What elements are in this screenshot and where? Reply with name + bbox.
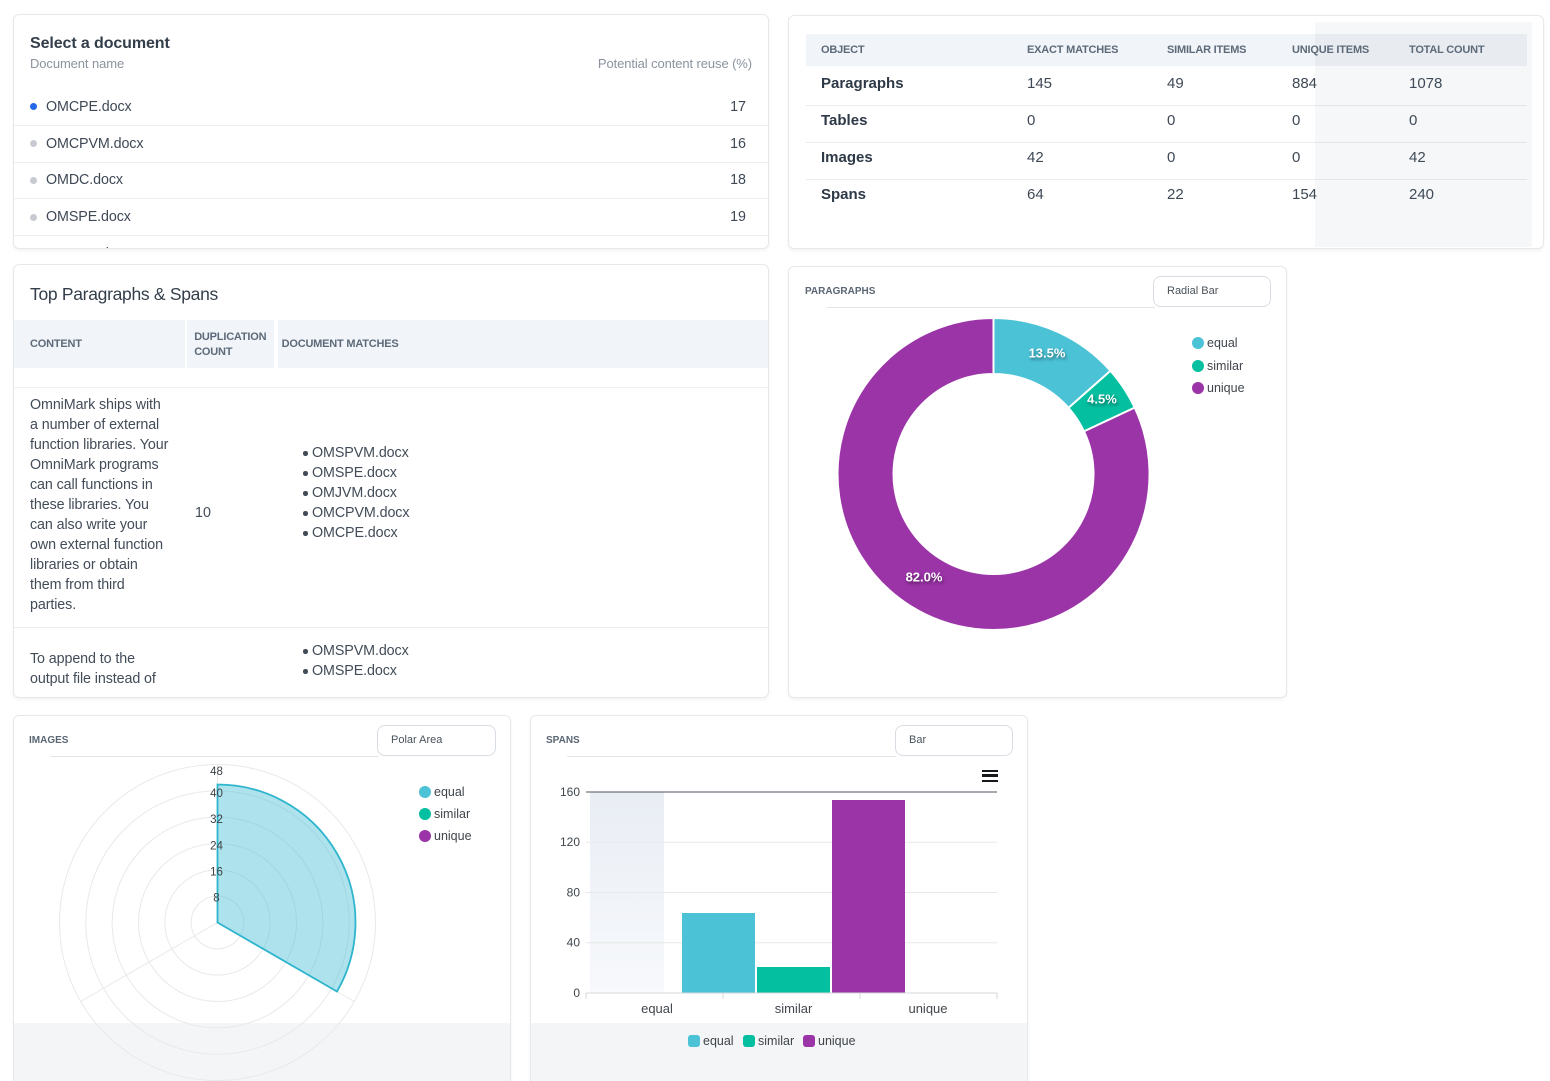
svg-text:equal: equal (641, 1001, 673, 1016)
svg-text:24: 24 (210, 841, 223, 853)
svg-text:32: 32 (210, 814, 223, 826)
svg-text:40: 40 (210, 788, 223, 800)
svg-text:similar: similar (775, 1001, 813, 1016)
svg-text:0: 0 (573, 986, 580, 1000)
svg-text:48: 48 (210, 766, 223, 778)
svg-text:8: 8 (213, 892, 219, 904)
svg-text:80: 80 (567, 886, 581, 900)
svg-text:unique: unique (908, 1001, 947, 1016)
svg-text:40: 40 (567, 936, 581, 950)
svg-text:160: 160 (560, 785, 580, 799)
svg-text:120: 120 (560, 835, 580, 849)
svg-text:16: 16 (210, 867, 223, 879)
